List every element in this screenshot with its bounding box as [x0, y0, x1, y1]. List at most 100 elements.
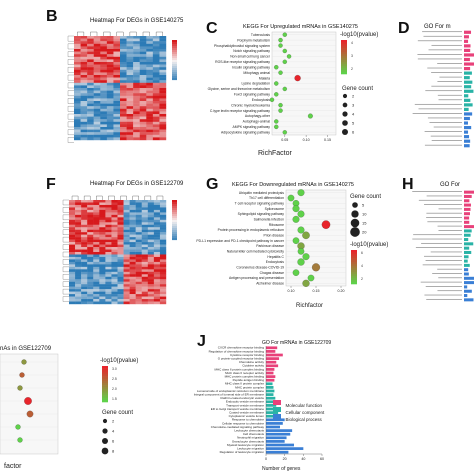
heatmap-cell: [106, 36, 114, 39]
heatmap-cell: [81, 207, 88, 211]
heatmap-cell: [87, 77, 94, 81]
data-point: [282, 59, 287, 64]
category-label: Transport vesicle membrane: [226, 403, 264, 407]
heatmap-cell: [75, 202, 82, 206]
heatmap-cell: [74, 129, 81, 133]
bar: [464, 294, 468, 298]
heatmap-cell: [141, 229, 149, 233]
heatmap-cell: [123, 269, 130, 273]
gradient-step: [102, 368, 108, 371]
heatmap-cell: [141, 299, 149, 302]
dendrogram-branch: [120, 195, 127, 200]
heatmap-cell: [133, 132, 140, 135]
heatmap-cell: [87, 281, 94, 285]
legend-color-title-i: -log10(pvalue): [100, 358, 139, 364]
data-point: [282, 48, 287, 54]
heatmap-cell: [139, 75, 147, 78]
heatmap-cell: [100, 129, 108, 133]
bar: [266, 368, 275, 371]
heatmap-cell: [139, 93, 147, 96]
gradient-step: [341, 50, 347, 53]
heatmap-cell: [87, 75, 94, 78]
heatmap-legend-step: [172, 222, 177, 225]
heatmap-cell: [106, 49, 114, 52]
heatmap-cell: [153, 252, 161, 255]
category-label: Antigen processing and presentation: [229, 276, 284, 280]
bar: [464, 116, 470, 121]
data-point: [19, 372, 25, 378]
heatmap-cell: [69, 254, 76, 258]
heatmap-cell: [159, 90, 167, 94]
data-point: [274, 81, 279, 86]
heatmap-cell: [117, 207, 124, 211]
data-point: [307, 113, 313, 119]
heatmap-cell: [99, 207, 106, 211]
bar: [464, 190, 474, 194]
bar: [464, 194, 472, 198]
heatmap-cell: [105, 264, 112, 268]
heatmap-cell: [99, 227, 106, 230]
heatmap-cell: [123, 256, 130, 260]
heatmap-cell: [81, 200, 88, 203]
bar: [464, 298, 474, 302]
heatmap-cell: [105, 266, 112, 270]
heatmap-cell: [99, 266, 106, 270]
heatmap-cell: [74, 95, 81, 99]
data-point: [269, 97, 275, 102]
dendrogram-branch: [62, 229, 69, 235]
heatmap-cell: [141, 254, 149, 258]
heatmap-cell: [87, 266, 94, 270]
legend-color-title-c: -log10(pvalue): [340, 32, 379, 38]
heatmap-cell: [129, 209, 136, 213]
heatmap-cell: [117, 237, 124, 240]
heatmap-cell: [146, 54, 154, 57]
category-label-placeholder: [418, 108, 462, 110]
heatmap-cell: [75, 296, 82, 300]
heatmap-cell: [93, 237, 100, 240]
bar: [464, 220, 470, 224]
heatmap-cell: [153, 274, 161, 277]
heatmap-cell: [126, 75, 134, 78]
heatmap-cell: [126, 80, 134, 83]
heatmap-legend-step: [172, 230, 177, 233]
heatmap-cell: [159, 51, 167, 55]
heatmap-cell: [93, 286, 100, 290]
gradient-step: [351, 270, 357, 273]
heatmap-cell: [117, 239, 124, 243]
heatmap-cell: [159, 106, 167, 109]
dendrogram-branch: [67, 67, 74, 73]
size-legend-label: 5: [362, 203, 365, 208]
heatmap-cell: [159, 103, 167, 107]
category-label: ROS-like receptor signaling pathway: [215, 60, 270, 64]
heatmap-cell: [93, 256, 100, 260]
heatmap-cell: [117, 234, 124, 238]
bar: [266, 346, 278, 350]
heatmap-cell: [133, 75, 140, 78]
heatmap-cell: [87, 111, 94, 115]
category-label-placeholder: [426, 298, 462, 300]
data-point: [278, 103, 283, 108]
data-point: [278, 108, 283, 113]
heatmap-cell: [120, 129, 127, 133]
heatmap-legend-step: [172, 44, 177, 47]
bar: [266, 382, 273, 386]
heatmap-cell: [126, 85, 134, 89]
bar: [464, 285, 468, 289]
heatmap-cell: [120, 121, 127, 125]
heatmap-cell: [141, 219, 149, 223]
heatmap-cell: [117, 266, 124, 270]
heatmap-cell: [123, 289, 130, 292]
heatmap-cell: [106, 41, 114, 44]
heatmap-cell: [135, 274, 142, 277]
heatmap-cell: [135, 281, 142, 285]
heatmap-cell: [141, 274, 149, 277]
bar: [464, 212, 470, 216]
heatmap-cell: [159, 274, 167, 277]
category-label: Parkinson disease: [256, 244, 284, 248]
heatmap-cell: [93, 111, 101, 115]
heatmap-cell: [146, 46, 154, 50]
heatmap-cell: [100, 90, 108, 94]
heatmap-cell: [159, 209, 167, 213]
size-legend-dot: [101, 437, 109, 445]
heatmap-cell: [93, 101, 101, 104]
